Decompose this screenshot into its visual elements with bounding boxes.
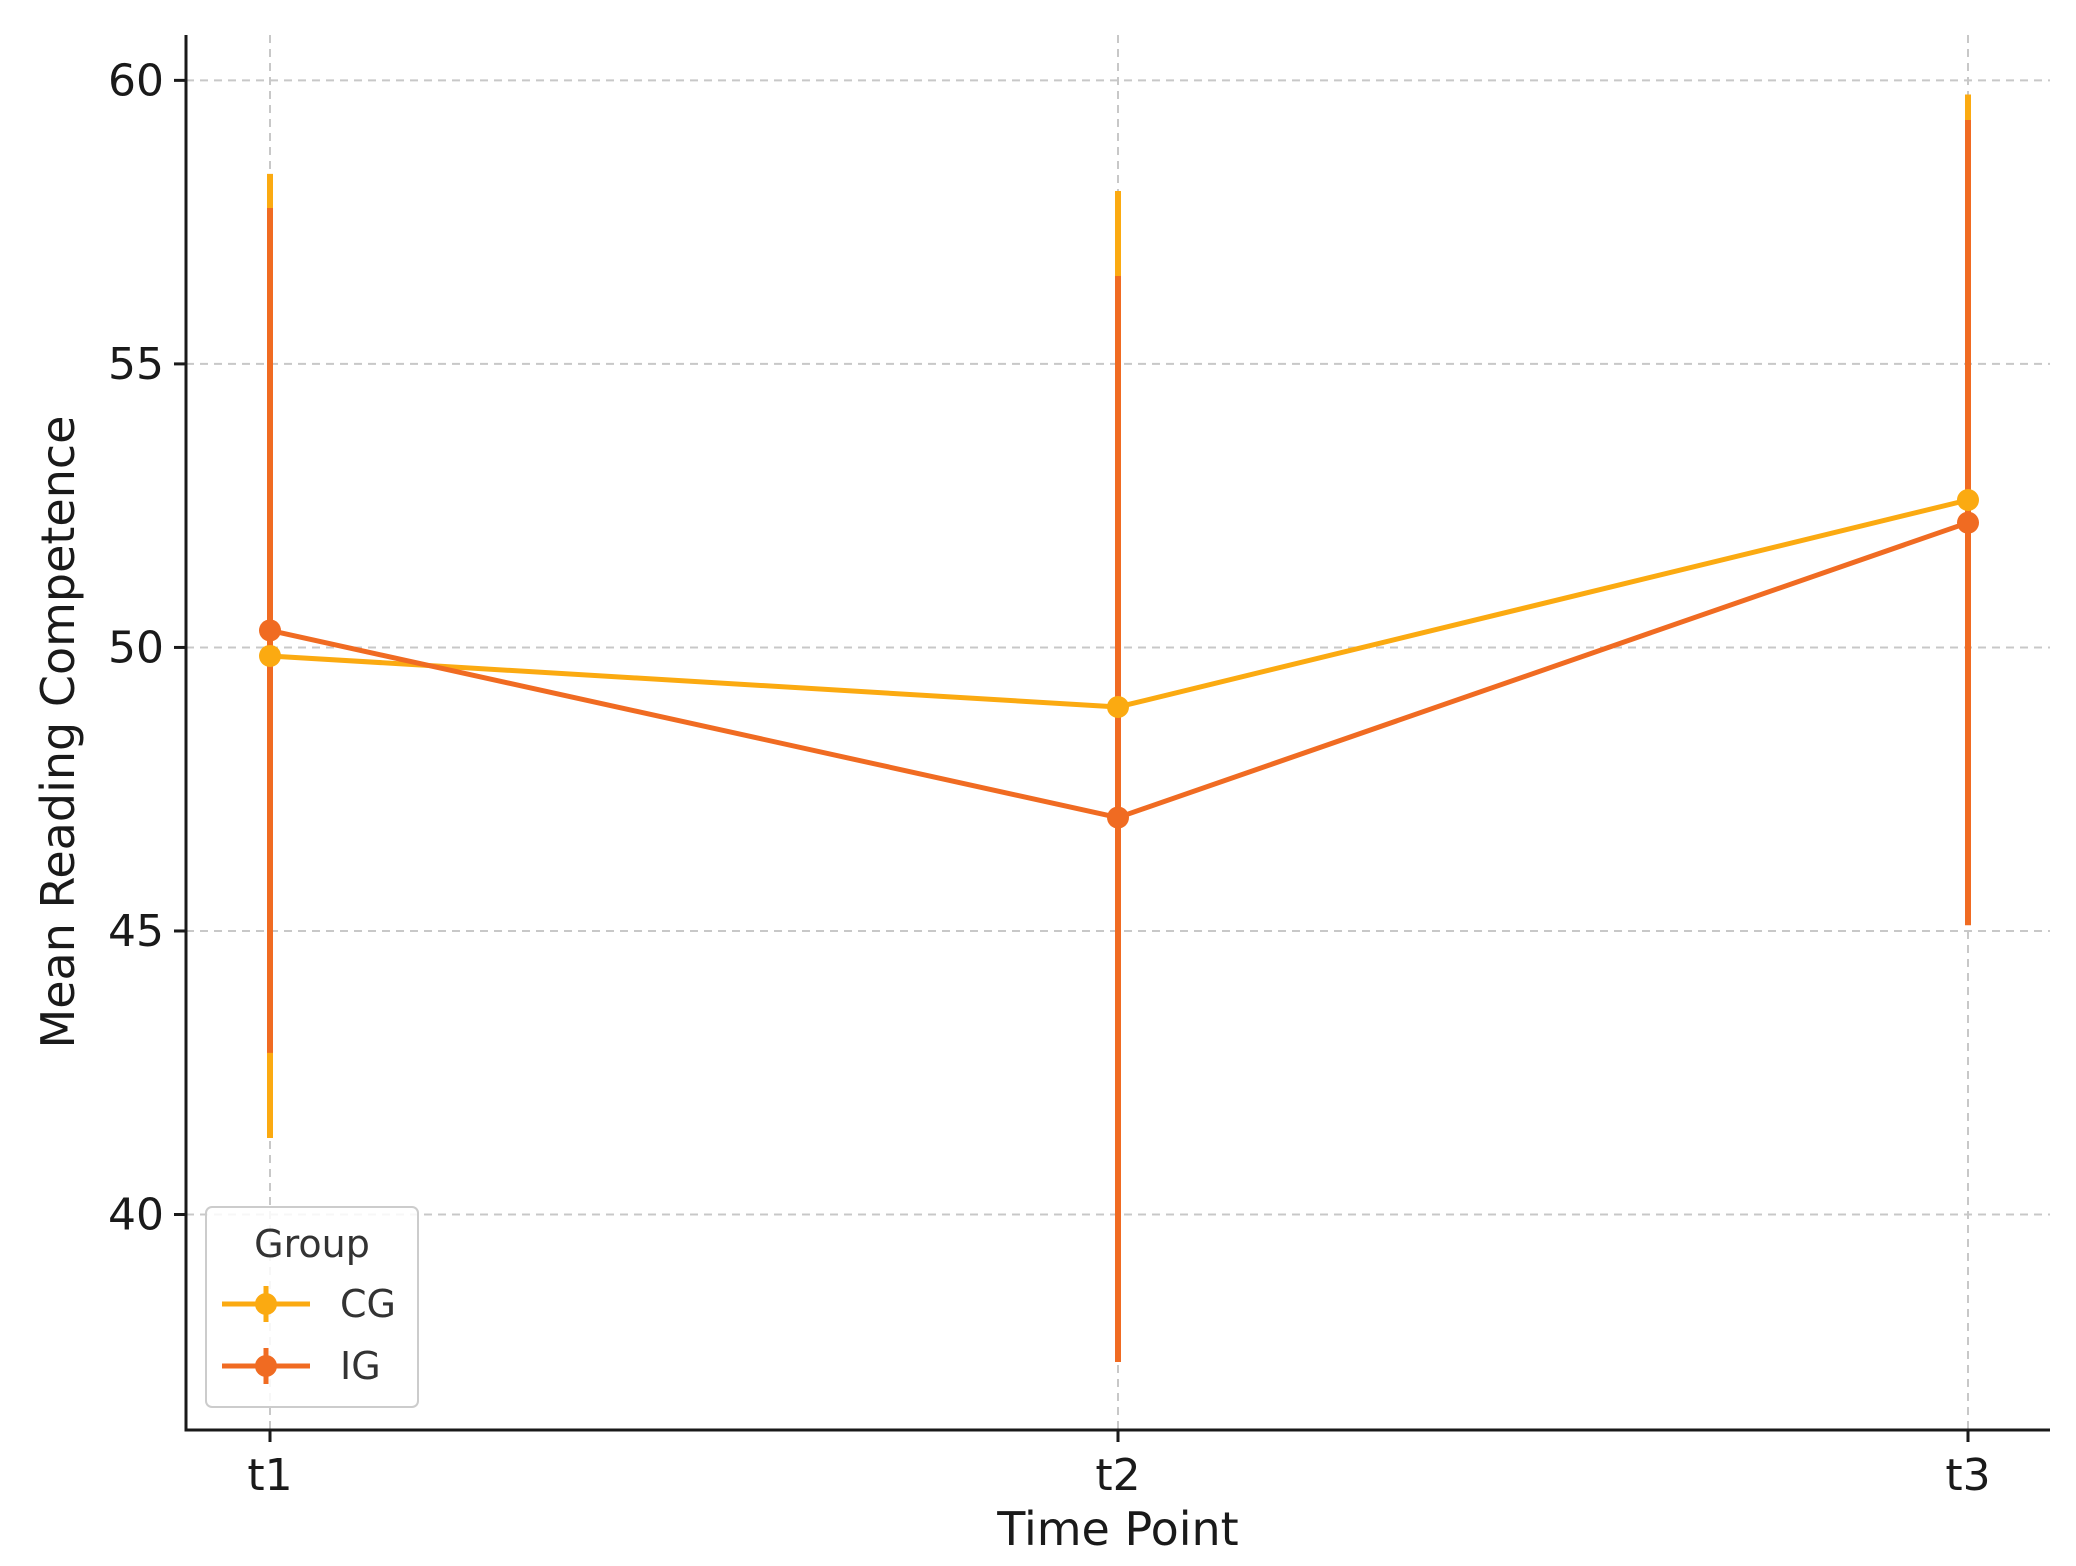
data-point-cg — [1957, 489, 1979, 511]
y-tick-label: 40 — [108, 1190, 164, 1241]
data-point-ig — [259, 619, 281, 642]
y-axis-label: Mean Reading Competence — [31, 416, 85, 1049]
legend-entry-cg: CG — [222, 1282, 396, 1326]
data-point-cg — [1107, 695, 1129, 718]
y-ticks: 40 45 50 55 60 — [108, 55, 186, 1241]
data-point-ig — [1107, 806, 1129, 829]
legend-swatch-marker — [255, 1355, 277, 1377]
data-point-cg — [259, 644, 281, 667]
legend-title: Group — [254, 1222, 370, 1266]
legend-entry-ig: IG — [222, 1344, 381, 1388]
legend-label: CG — [340, 1282, 396, 1326]
legend: Group CG IG — [205, 1206, 419, 1408]
x-tick-label: t3 — [1945, 1450, 1990, 1501]
legend-box — [205, 1206, 419, 1408]
data-point-ig — [1957, 511, 1979, 534]
x-tick-label: t2 — [1095, 1450, 1140, 1501]
x-ticks: t1 t2 t3 — [247, 1430, 1991, 1501]
x-tick-label: t1 — [247, 1450, 292, 1501]
error-bars — [267, 94, 1971, 1362]
legend-label: IG — [340, 1344, 381, 1388]
y-tick-label: 45 — [108, 906, 164, 957]
legend-entries: CG IG — [222, 1282, 396, 1388]
series-markers — [259, 489, 1979, 829]
y-tick-label: 60 — [108, 55, 164, 106]
y-tick-label: 55 — [108, 339, 164, 390]
legend-swatch-marker — [255, 1293, 277, 1315]
y-tick-label: 50 — [108, 622, 164, 673]
x-axis-label: Time Point — [996, 1502, 1238, 1556]
